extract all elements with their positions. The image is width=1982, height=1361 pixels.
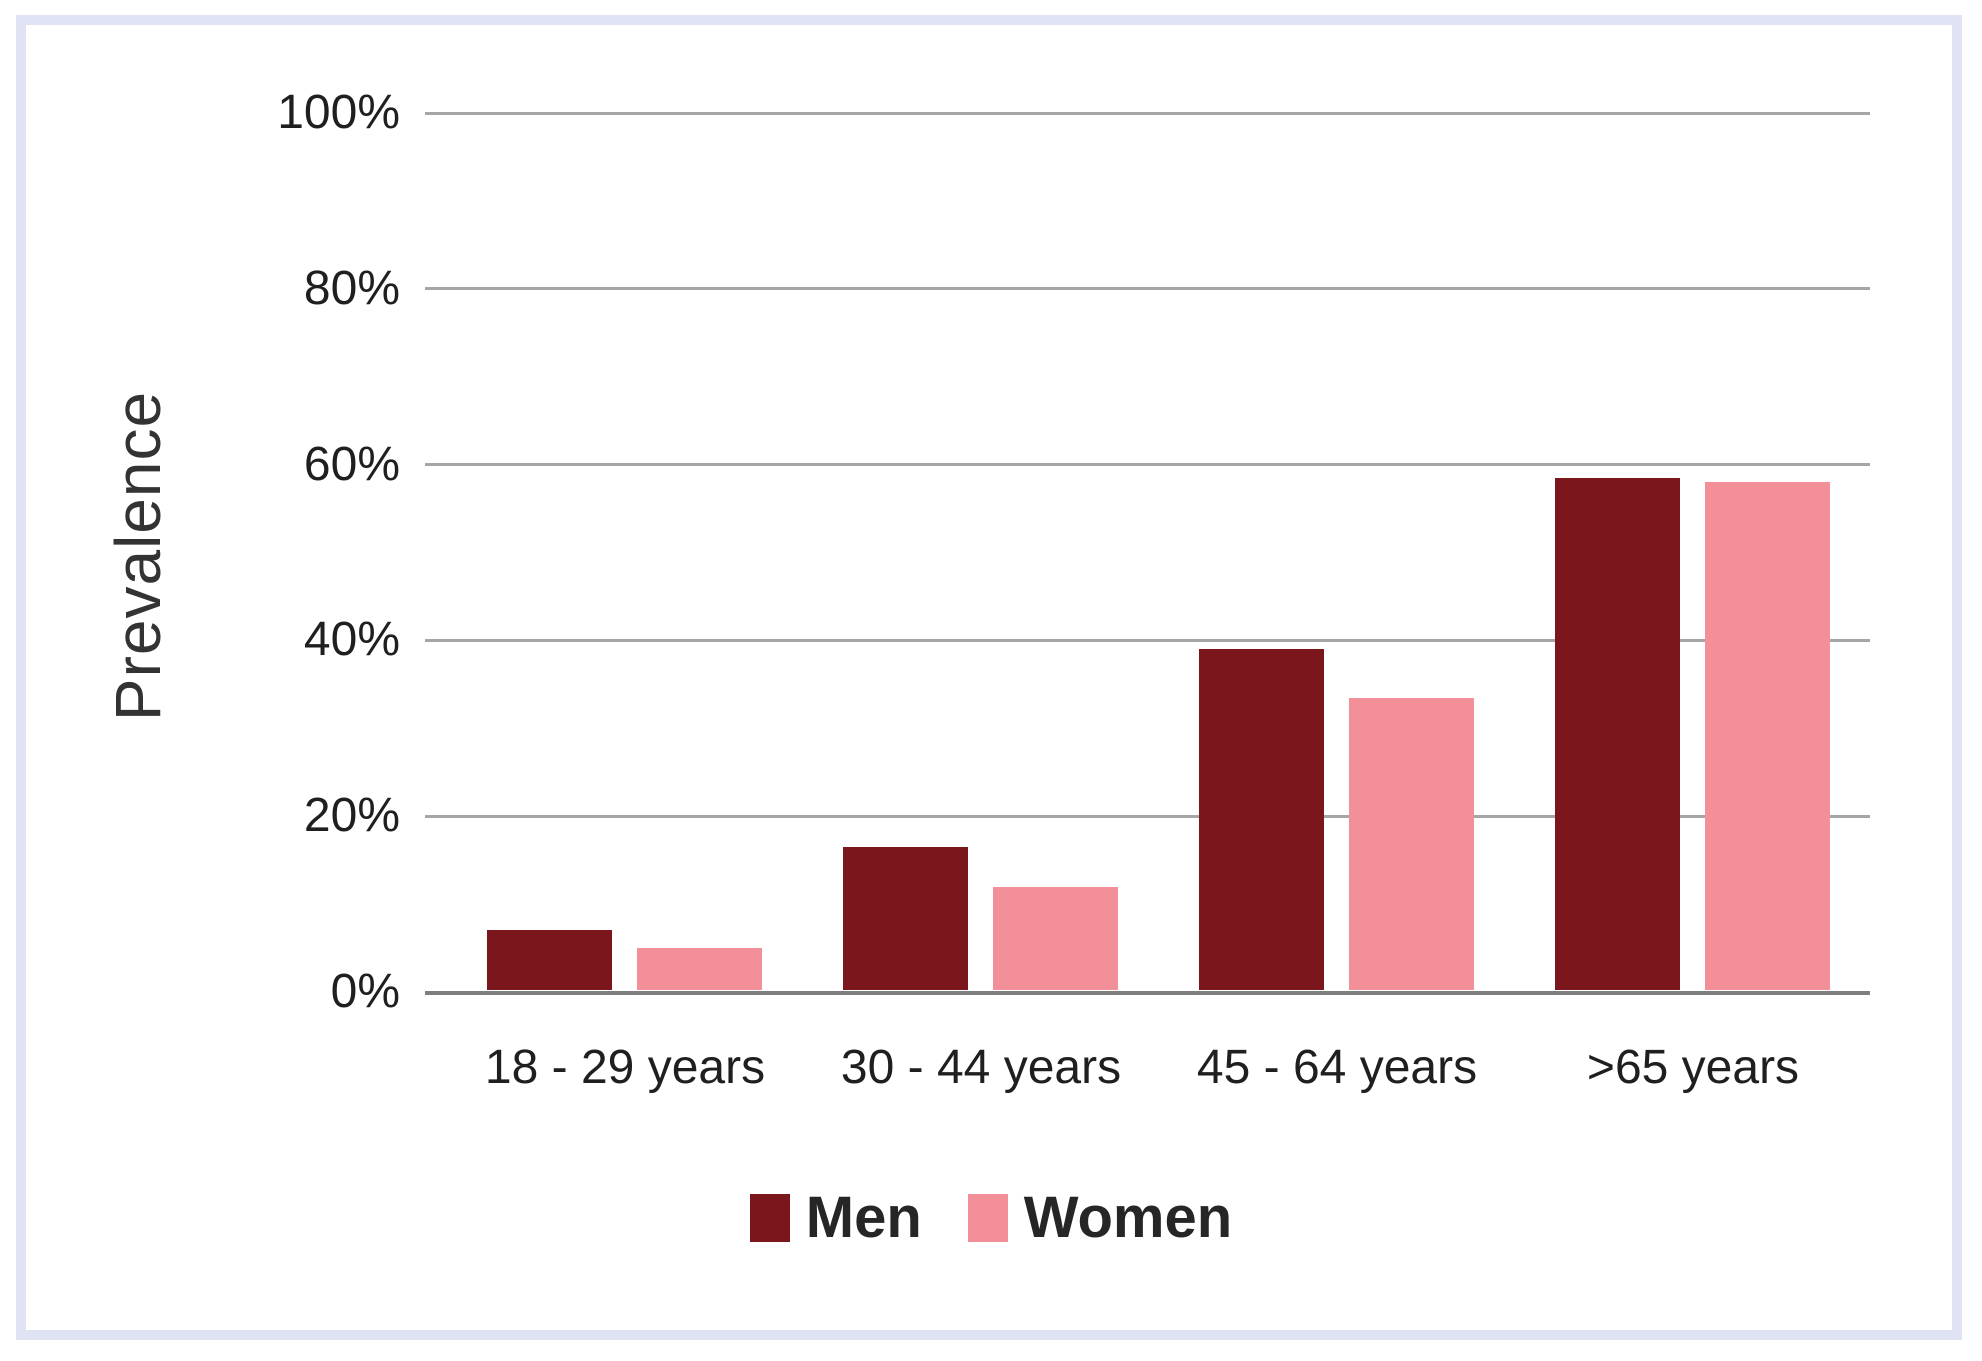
y-tick-label: 80% bbox=[303, 262, 400, 315]
bar-men-4 bbox=[1555, 478, 1680, 990]
x-tick-label: 30 - 44 years bbox=[840, 1041, 1122, 1094]
y-gridline bbox=[425, 815, 1870, 818]
y-tick-label: 40% bbox=[303, 613, 400, 666]
x-tick-label: 45 - 64 years bbox=[1196, 1041, 1478, 1094]
y-axis-title: Prevalence bbox=[102, 390, 174, 722]
bar-men-1 bbox=[487, 930, 612, 990]
y-tick-label: 100% bbox=[277, 86, 400, 139]
bar-women-2 bbox=[993, 887, 1118, 990]
bar-men-3 bbox=[1199, 649, 1324, 990]
y-gridline bbox=[425, 639, 1870, 642]
y-gridline bbox=[425, 112, 1870, 115]
x-tick-label: 18 - 29 years bbox=[484, 1041, 766, 1094]
x-axis-baseline bbox=[425, 991, 1870, 995]
bar-men-2 bbox=[843, 847, 968, 990]
bar-women-4 bbox=[1705, 482, 1830, 990]
y-tick-label: 20% bbox=[303, 789, 400, 842]
legend-item-men: Men bbox=[749, 1185, 922, 1250]
legend: Men Women bbox=[0, 1188, 1982, 1248]
x-tick-label: >65 years bbox=[1586, 1041, 1800, 1094]
bar-women-1 bbox=[637, 948, 762, 990]
y-tick-label: 0% bbox=[330, 965, 400, 1018]
legend-item-women: Women bbox=[967, 1185, 1233, 1250]
y-tick-label: 60% bbox=[303, 438, 400, 491]
bar-women-3 bbox=[1349, 698, 1474, 990]
legend-swatch-women bbox=[967, 1194, 1008, 1242]
y-gridline bbox=[425, 287, 1870, 290]
legend-label-women: Women bbox=[1023, 1185, 1233, 1250]
y-gridline bbox=[425, 463, 1870, 466]
legend-label-men: Men bbox=[805, 1185, 922, 1250]
legend-swatch-men bbox=[749, 1194, 790, 1242]
